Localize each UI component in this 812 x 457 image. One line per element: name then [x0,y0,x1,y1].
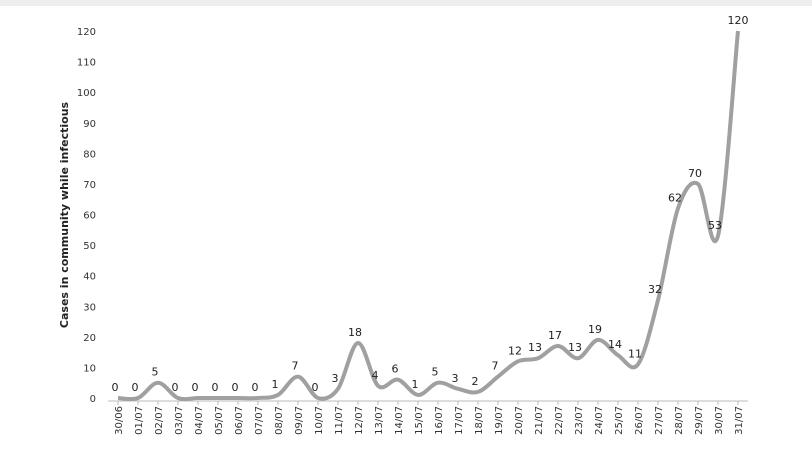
data-label: 0 [112,381,119,394]
x-tick-label: 07/07 [254,406,265,435]
x-tick-label: 01/07 [134,406,145,435]
line [117,30,740,402]
data-label: 6 [392,363,399,376]
x-tick-label: 27/07 [654,406,665,435]
x-tick-label: 16/07 [434,406,445,435]
data-label: 14 [608,338,622,351]
x-tick-label: 22/07 [554,406,565,435]
x-tick-label: 30/07 [714,406,725,435]
x-tick-label: 21/07 [534,406,545,435]
x-tick-label: 26/07 [634,406,645,435]
x-tick-label: 28/07 [674,406,685,435]
data-label: 1 [272,378,279,391]
data-label: 7 [292,360,299,373]
data-label: 0 [172,381,179,394]
data-label: 53 [708,219,722,232]
x-tick-label: 04/07 [194,406,205,435]
data-label: 11 [628,347,642,360]
data-label: 0 [132,381,139,394]
x-tick-label: 19/07 [494,406,505,435]
x-tick-label: 09/07 [294,406,305,435]
y-tick-label: 110 [77,58,96,69]
y-tick-label: 30 [83,302,96,313]
data-label: 17 [548,329,562,342]
y-tick-label: 20 [83,333,96,344]
data-label: 13 [568,341,582,354]
x-tick-label: 12/07 [354,406,365,435]
y-tick-label: 70 [83,180,96,191]
y-tick-label: 80 [83,149,96,160]
x-tick-label: 13/07 [374,406,385,435]
y-tick-label: 10 [83,363,96,374]
y-tick-label: 50 [83,241,96,252]
data-label: 120 [728,14,749,27]
data-label: 5 [432,366,439,379]
data-label: 70 [688,167,702,180]
data-label: 19 [588,323,602,336]
x-tick-label: 25/07 [614,406,625,435]
data-label: 0 [312,381,319,394]
data-label: 3 [332,372,339,385]
data-label: 18 [348,326,362,339]
y-tick-label: 90 [83,119,96,130]
data-label: 3 [452,372,459,385]
data-label: 32 [648,283,662,296]
data-label: 7 [492,360,499,373]
data-label: 12 [508,344,522,357]
x-tick-label: 10/07 [314,406,325,435]
data-label: 0 [212,381,219,394]
data-label: 62 [668,191,682,204]
x-tick-label: 06/07 [234,406,245,435]
y-tick-label: 60 [83,211,96,222]
x-tick-label: 05/07 [214,406,225,435]
data-label: 5 [152,366,159,379]
x-tick-label: 23/07 [574,406,585,435]
data-label: 13 [528,341,542,354]
y-axis-label: Cases in community while infectious [58,101,71,328]
data-label: 4 [372,369,379,382]
x-tick-label: 18/07 [474,406,485,435]
y-tick-label: 120 [77,27,96,38]
x-tick-label: 24/07 [594,406,605,435]
x-tick-label: 08/07 [274,406,285,435]
x-tick-label: 29/07 [694,406,705,435]
data-label: 1 [412,378,419,391]
x-tick-label: 20/07 [514,406,525,435]
y-tick-label: 0 [90,394,96,405]
x-tick-label: 02/07 [154,406,165,435]
x-tick-label: 11/07 [334,406,345,435]
data-label: 2 [472,375,479,388]
y-tick-label: 40 [83,272,96,283]
data-label: 0 [232,381,239,394]
y-tick-label: 100 [77,88,96,99]
x-tick-label: 31/07 [734,406,745,435]
x-tick-label: 15/07 [414,406,425,435]
x-tick-label: 03/07 [174,406,185,435]
data-label: 0 [252,381,259,394]
data-label: 0 [192,381,199,394]
x-tick-label: 14/07 [394,406,405,435]
x-tick-label: 30/06 [114,406,125,435]
x-tick-label: 17/07 [454,406,465,435]
top-strip [0,0,812,6]
